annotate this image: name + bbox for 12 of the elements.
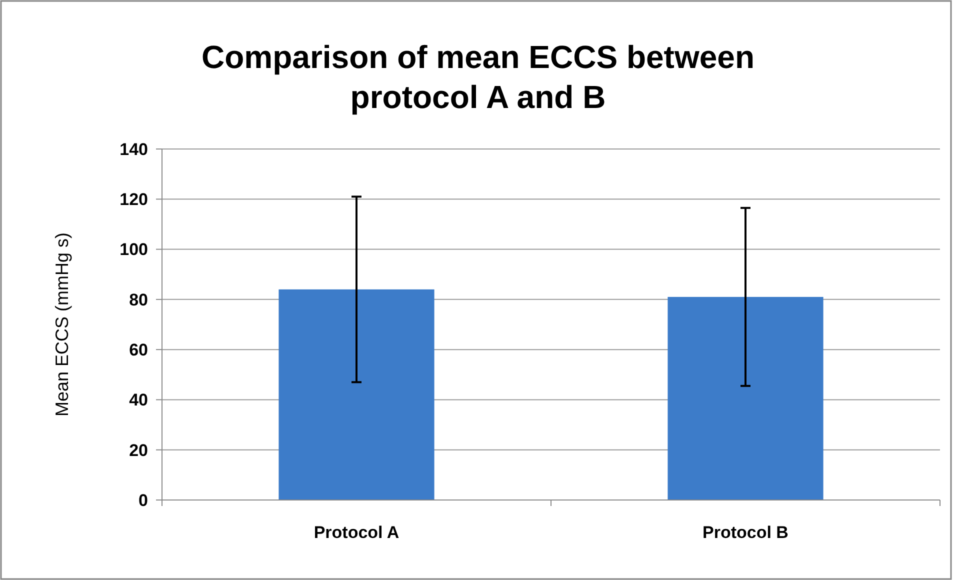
y-axis-title: Mean ECCS (mmHg s) [52, 232, 72, 417]
y-tick-label: 60 [129, 340, 148, 360]
x-tick-label: Protocol A [314, 523, 400, 542]
y-tick-label: 80 [129, 290, 148, 310]
y-tick-label: 120 [120, 190, 148, 210]
y-tick-label: 40 [129, 390, 148, 410]
y-tick-label: 20 [129, 440, 148, 460]
chart-title: Comparison of mean ECCS between protocol A and B [202, 39, 754, 115]
x-tick-label: Protocol B [702, 523, 788, 542]
y-tick-label: 100 [120, 240, 148, 260]
y-tick-label: 0 [138, 490, 148, 510]
y-tick-label: 140 [120, 140, 148, 159]
